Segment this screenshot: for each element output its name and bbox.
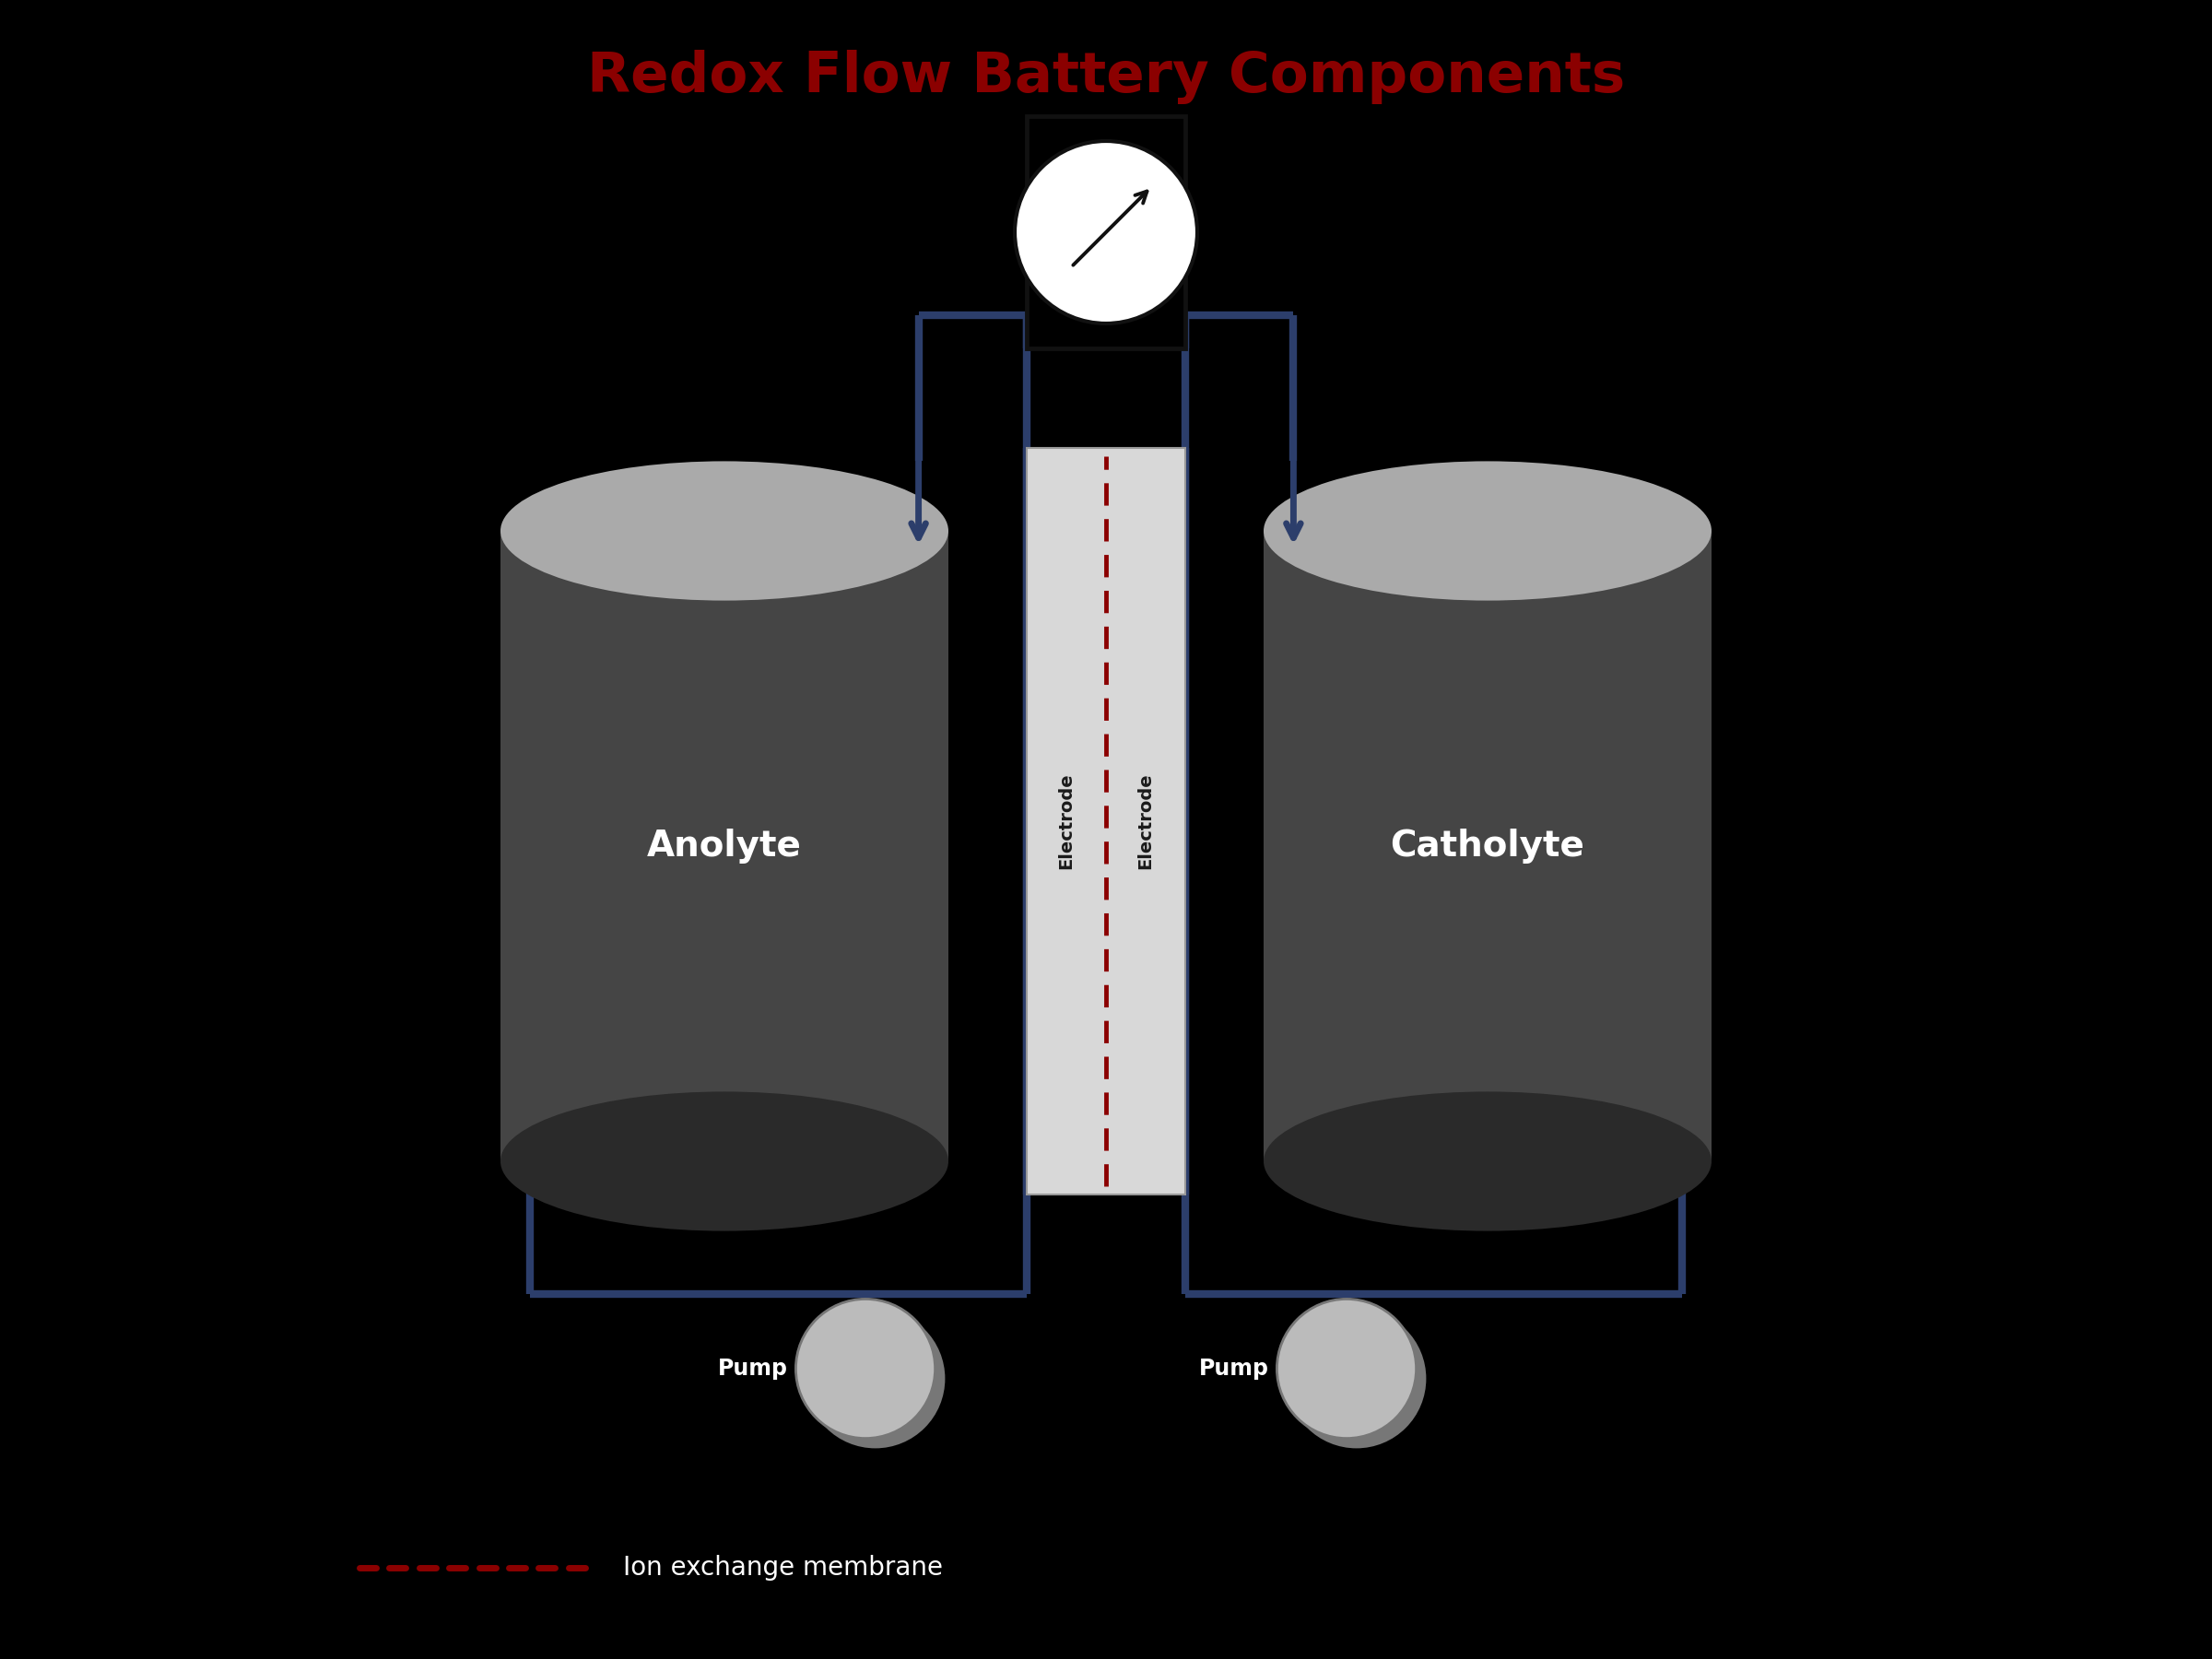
Text: Pump: Pump bbox=[1199, 1357, 1270, 1380]
Circle shape bbox=[1276, 1299, 1416, 1438]
Circle shape bbox=[796, 1299, 936, 1438]
Text: Pump: Pump bbox=[717, 1357, 787, 1380]
Text: Catholyte: Catholyte bbox=[1391, 828, 1584, 864]
Text: Ion exchange membrane: Ion exchange membrane bbox=[624, 1554, 942, 1581]
Text: Electrode: Electrode bbox=[1057, 773, 1075, 869]
Circle shape bbox=[1015, 141, 1197, 324]
Ellipse shape bbox=[500, 1092, 949, 1231]
Polygon shape bbox=[1026, 116, 1186, 348]
Text: Electrode: Electrode bbox=[1137, 773, 1155, 869]
Polygon shape bbox=[1688, 531, 1712, 1161]
Ellipse shape bbox=[500, 461, 949, 601]
Circle shape bbox=[805, 1309, 945, 1448]
Ellipse shape bbox=[1263, 1092, 1712, 1231]
Ellipse shape bbox=[1263, 461, 1712, 601]
Circle shape bbox=[1287, 1309, 1427, 1448]
Text: Redox Flow Battery Components: Redox Flow Battery Components bbox=[586, 50, 1626, 105]
Polygon shape bbox=[1263, 531, 1712, 1161]
Polygon shape bbox=[500, 531, 949, 1161]
Polygon shape bbox=[925, 531, 949, 1161]
Text: Anolyte: Anolyte bbox=[648, 828, 801, 864]
Polygon shape bbox=[1026, 448, 1186, 1194]
